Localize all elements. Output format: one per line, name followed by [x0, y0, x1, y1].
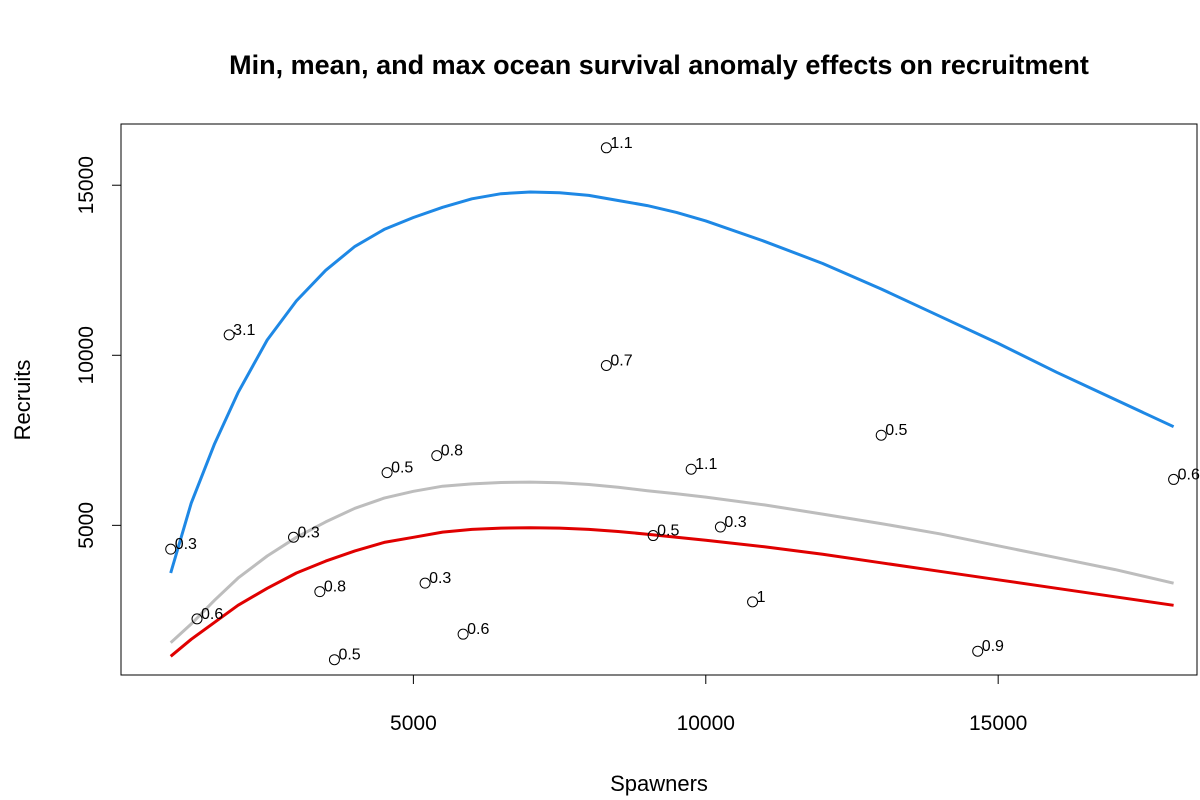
data-point [165, 543, 177, 555]
fit-curves [169, 190, 1175, 658]
data-point-label: 0.8 [324, 579, 346, 596]
data-point-label: 1 [757, 589, 766, 606]
x-tick-label: 10000 [677, 712, 735, 735]
data-point [457, 628, 469, 640]
data-point [875, 429, 887, 441]
data-point [419, 577, 431, 589]
y-tick-label: 10000 [75, 326, 98, 384]
y-tick-label: 5000 [75, 502, 98, 549]
y-axis: 5000 10000 15000 [75, 156, 122, 549]
data-point-label: 0.5 [885, 422, 907, 439]
data-point-label: 1.1 [695, 456, 717, 473]
data-point-label: 0.5 [391, 460, 413, 477]
plot-frame [120, 123, 1198, 676]
data-point-label: 0.5 [338, 647, 360, 664]
x-axis-label: Spawners [610, 771, 708, 796]
data-points: 1.1 3.1 0.7 0.5 0.8 0.5 1.1 0.6 0.3 0.3 0.3 0.5 0.8 0… [165, 135, 1200, 666]
data-point-label: 0.3 [724, 514, 746, 531]
data-point [747, 596, 759, 608]
data-point [328, 654, 340, 666]
data-point [1168, 473, 1180, 485]
data-point [685, 463, 697, 475]
chart-title: Min, mean, and max ocean survival anomal… [229, 50, 1089, 80]
data-point-label: 0.6 [201, 606, 223, 623]
x-tick-label: 15000 [969, 712, 1027, 735]
data-point-label: 0.3 [175, 536, 197, 553]
data-point [600, 142, 612, 154]
x-tick-label: 5000 [390, 712, 437, 735]
data-point [647, 530, 659, 542]
y-axis-label: Recruits [10, 360, 35, 441]
data-point [381, 467, 393, 479]
x-axis: 5000 10000 15000 [390, 674, 1027, 735]
data-point-label: 0.6 [467, 621, 489, 638]
fit-curve-2 [169, 526, 1174, 658]
data-point-label: 3.1 [233, 322, 255, 339]
data-point-label: 0.9 [982, 638, 1004, 655]
data-point [431, 450, 443, 462]
data-point [191, 613, 203, 625]
fit-curve-0 [169, 190, 1175, 574]
data-point [288, 531, 300, 543]
data-point [600, 359, 612, 371]
data-point-label: 0.6 [1178, 466, 1200, 483]
data-point-label: 0.3 [429, 570, 451, 587]
data-point [972, 645, 984, 657]
data-point [223, 329, 235, 341]
y-tick-label: 15000 [75, 156, 98, 214]
data-point-label: 0.3 [298, 524, 320, 541]
data-point [714, 521, 726, 533]
data-point-label: 0.7 [610, 352, 632, 369]
data-point-label: 1.1 [610, 135, 632, 152]
data-point-label: 0.5 [657, 523, 679, 540]
data-point-label: 0.8 [441, 443, 463, 460]
data-point [314, 586, 326, 598]
fit-curve-1 [169, 480, 1174, 644]
